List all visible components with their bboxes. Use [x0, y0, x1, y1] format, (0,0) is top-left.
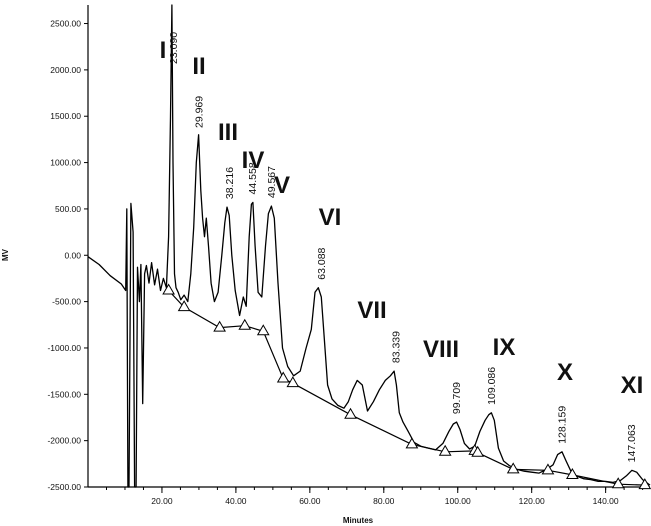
peak-numeral-label: XI: [621, 372, 644, 399]
retention-time-label: 63.088: [316, 247, 328, 279]
y-tick-label: 2500.00: [50, 19, 81, 29]
peak-numeral-label: IV: [242, 147, 265, 174]
peak-numeral-label: V: [274, 172, 290, 199]
peak-numeral-label: II: [192, 53, 205, 80]
baseline-marker: [638, 478, 651, 490]
baseline-marker: [344, 407, 357, 419]
peak-numeral-label: I: [160, 37, 167, 64]
y-tick-label: 2000.00: [50, 65, 81, 75]
baseline-marker: [438, 444, 452, 456]
baseline-marker: [405, 437, 419, 449]
y-tick-label: 1000.00: [50, 158, 81, 168]
y-tick-label: -2500.00: [47, 482, 81, 492]
y-tick-label: 500.00: [55, 204, 81, 214]
y-tick-label: -1000.00: [47, 343, 81, 353]
peak-numeral-label: IX: [493, 334, 516, 361]
retention-time-label: 109.086: [486, 367, 498, 405]
plot-axes: [87, 5, 650, 488]
peak-numeral-label: VIII: [423, 336, 459, 363]
retention-time-label: 29.969: [193, 96, 205, 128]
baseline-marker: [256, 324, 270, 336]
retention-time-label: 128.159: [556, 406, 568, 444]
baseline-marker: [471, 445, 485, 457]
axis-ticks: 2500.00 2000.00 1500.00 1000.00 500.00 0.00 -5…: [47, 19, 644, 506]
y-tick-label: 1500.00: [50, 111, 81, 121]
retention-time-label: 99.709: [451, 382, 463, 414]
retention-time-label: 44.558: [247, 162, 259, 194]
x-tick-label: 140.00: [593, 496, 619, 506]
y-tick-label: 0.00: [64, 250, 81, 260]
x-axis-label: Minutes: [343, 516, 374, 525]
y-axis-label: MV: [1, 248, 10, 261]
signal-line: [87, 4, 651, 488]
x-tick-label: 80.00: [373, 496, 395, 506]
integration-baseline: [168, 290, 645, 486]
x-tick-label: 40.00: [225, 496, 247, 506]
baseline-marker: [177, 300, 191, 312]
baseline-marker: [611, 477, 625, 489]
baseline-marker: [565, 467, 579, 479]
peak-numeral-label: VI: [319, 204, 342, 231]
peak-numeral-label: III: [218, 119, 238, 146]
peak-numeral-label: VII: [357, 297, 386, 324]
retention-time-label: 23.090: [168, 32, 180, 64]
x-tick-label: 20.00: [151, 496, 173, 506]
baseline-markers: [162, 283, 651, 490]
baseline-line: [168, 290, 645, 486]
x-tick-label: 60.00: [299, 496, 321, 506]
retention-time-label: 38.216: [224, 167, 236, 199]
x-tick-label: 120.00: [519, 496, 545, 506]
y-tick-label: -2000.00: [47, 436, 81, 446]
peak-numeral-label: X: [557, 359, 573, 386]
retention-time-label: 147.063: [626, 424, 638, 462]
baseline-marker: [286, 376, 300, 388]
y-tick-label: -1500.00: [47, 389, 81, 399]
retention-time-label: 83.339: [391, 331, 403, 363]
baseline-marker: [276, 371, 290, 383]
baseline-marker: [162, 283, 175, 295]
baseline-marker: [213, 320, 226, 332]
chromatogram-trace: [87, 4, 651, 488]
baseline-marker: [506, 462, 520, 474]
retention-time-label: 49.567: [266, 166, 278, 198]
baseline-marker: [238, 318, 252, 330]
x-tick-label: 100.00: [445, 496, 471, 506]
baseline-marker: [541, 463, 555, 475]
y-tick-label: -500.00: [52, 297, 81, 307]
